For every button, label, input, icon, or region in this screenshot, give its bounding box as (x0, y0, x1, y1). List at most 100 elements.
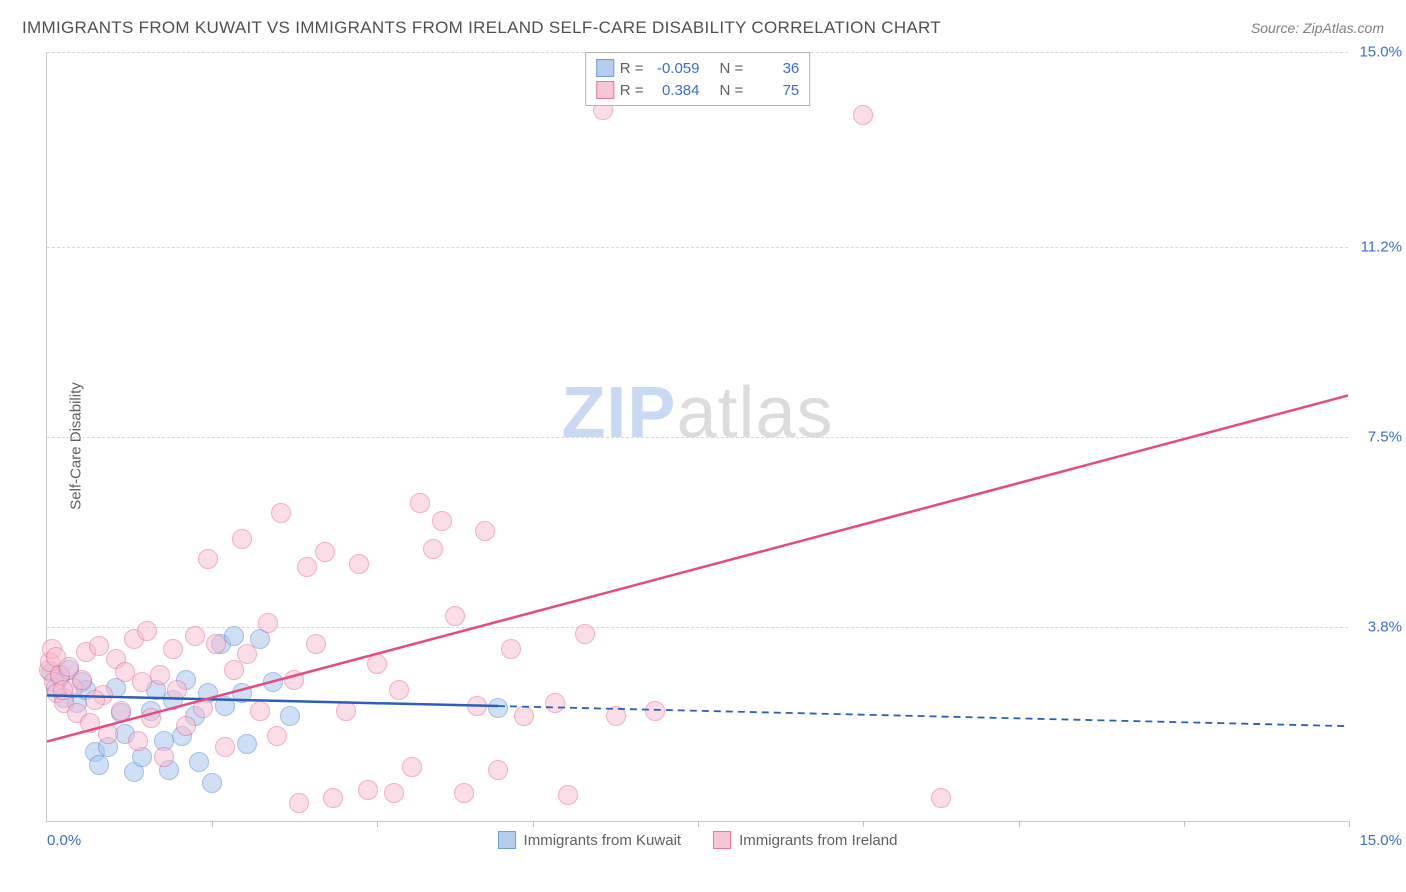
legend-row-ireland: R =0.384N =75 (596, 79, 800, 101)
data-point-ireland (306, 634, 326, 654)
data-point-ireland (284, 670, 304, 690)
x-tick (1349, 821, 1350, 827)
data-point-ireland (137, 621, 157, 641)
plot-area: ZIPatlas R =-0.059N =36R =0.384N =75 0.0… (46, 52, 1348, 822)
data-point-kuwait (263, 672, 283, 692)
source-name: ZipAtlas.com (1303, 20, 1384, 36)
legend-n-value-kuwait: 36 (749, 60, 799, 77)
data-point-ireland (53, 680, 73, 700)
data-point-ireland (98, 724, 118, 744)
x-tick (377, 821, 378, 827)
y-tick-label: 7.5% (1368, 429, 1402, 446)
data-point-kuwait (202, 773, 222, 793)
data-point-ireland (271, 503, 291, 523)
data-point-ireland (193, 698, 213, 718)
data-point-kuwait (232, 683, 252, 703)
legend-label-ireland: Immigrants from Ireland (739, 832, 897, 849)
legend-n-value-ireland: 75 (749, 82, 799, 99)
legend-item-ireland: Immigrants from Ireland (713, 831, 897, 849)
series-legend: Immigrants from Kuwait Immigrants from Ir… (498, 831, 898, 849)
data-point-ireland (931, 788, 951, 808)
data-point-ireland (467, 696, 487, 716)
data-point-ireland (72, 670, 92, 690)
data-point-ireland (289, 793, 309, 813)
watermark-zip: ZIP (561, 373, 676, 453)
y-tick-label: 15.0% (1359, 44, 1402, 61)
data-point-ireland (606, 706, 626, 726)
data-point-ireland (237, 644, 257, 664)
data-point-ireland (558, 785, 578, 805)
data-point-ireland (89, 636, 109, 656)
data-point-ireland (488, 760, 508, 780)
x-tick (1019, 821, 1020, 827)
data-point-kuwait (89, 755, 109, 775)
data-point-ireland (389, 680, 409, 700)
data-point-ireland (336, 701, 356, 721)
data-point-ireland (384, 783, 404, 803)
correlation-legend: R =-0.059N =36R =0.384N =75 (585, 52, 811, 106)
data-point-ireland (132, 672, 152, 692)
legend-item-kuwait: Immigrants from Kuwait (498, 831, 682, 849)
data-point-ireland (475, 521, 495, 541)
data-point-ireland (445, 606, 465, 626)
data-point-ireland (315, 542, 335, 562)
watermark-atlas: atlas (676, 373, 833, 453)
data-point-ireland (198, 549, 218, 569)
data-point-ireland (267, 726, 287, 746)
data-point-ireland (423, 539, 443, 559)
data-point-ireland (232, 529, 252, 549)
data-point-kuwait (237, 734, 257, 754)
data-point-ireland (358, 780, 378, 800)
data-point-ireland (206, 634, 226, 654)
data-point-ireland (454, 783, 474, 803)
y-tick-label: 11.2% (1361, 239, 1402, 256)
legend-swatch-ireland (713, 831, 731, 849)
chart-title: IMMIGRANTS FROM KUWAIT VS IMMIGRANTS FRO… (22, 18, 941, 38)
data-point-ireland (150, 665, 170, 685)
data-point-ireland (501, 639, 521, 659)
x-tick (1184, 821, 1185, 827)
data-point-ireland (258, 613, 278, 633)
data-point-kuwait (224, 626, 244, 646)
data-point-ireland (141, 708, 161, 728)
data-point-kuwait (189, 752, 209, 772)
x-axis-min-label: 0.0% (47, 832, 81, 849)
source-attribution: Source: ZipAtlas.com (1251, 20, 1384, 36)
data-point-ireland (85, 690, 105, 710)
legend-swatch-kuwait (498, 831, 516, 849)
legend-n-label: N = (720, 82, 744, 99)
data-point-ireland (323, 788, 343, 808)
x-tick (863, 821, 864, 827)
legend-r-label: R = (620, 60, 644, 77)
legend-swatch-ireland (596, 81, 614, 99)
data-point-ireland (575, 624, 595, 644)
data-point-ireland (167, 680, 187, 700)
data-point-ireland (297, 557, 317, 577)
legend-n-label: N = (720, 60, 744, 77)
data-point-ireland (176, 716, 196, 736)
data-point-ireland (154, 747, 174, 767)
data-point-ireland (367, 654, 387, 674)
watermark: ZIPatlas (561, 372, 833, 454)
data-point-ireland (349, 554, 369, 574)
source-label: Source: (1251, 20, 1299, 36)
data-point-ireland (185, 626, 205, 646)
gridline (47, 437, 1348, 438)
data-point-kuwait (488, 698, 508, 718)
data-point-ireland (853, 105, 873, 125)
y-tick-label: 3.8% (1368, 618, 1402, 635)
data-point-ireland (163, 639, 183, 659)
data-point-ireland (402, 757, 422, 777)
legend-r-value-kuwait: -0.059 (650, 60, 700, 77)
x-tick (533, 821, 534, 827)
data-point-kuwait (215, 696, 235, 716)
data-point-ireland (432, 511, 452, 531)
data-point-ireland (410, 493, 430, 513)
data-point-ireland (545, 693, 565, 713)
legend-r-label: R = (620, 82, 644, 99)
gridline (47, 247, 1348, 248)
x-axis-max-label: 15.0% (1359, 832, 1402, 849)
data-point-ireland (250, 701, 270, 721)
x-tick (212, 821, 213, 827)
data-point-kuwait (280, 706, 300, 726)
